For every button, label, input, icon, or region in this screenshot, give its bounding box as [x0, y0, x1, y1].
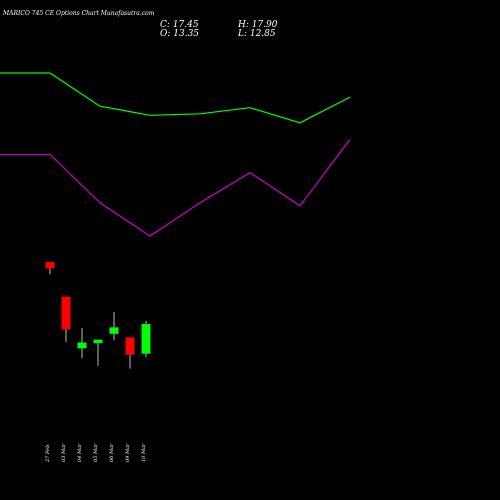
low-value: L: 12.85 [237, 29, 276, 39]
candle-body [109, 327, 119, 334]
x-axis-label: 04 Mar [77, 443, 83, 462]
candle-body [93, 339, 103, 344]
x-axis-label: 09 Mar [125, 443, 131, 462]
high-value: H: 17.90 [237, 20, 278, 30]
candle-body [77, 342, 87, 349]
x-axis-label: 10 Mar [141, 443, 147, 462]
candlesticks [45, 262, 151, 369]
open-value: O: 13.35 [160, 29, 199, 39]
candle-body [141, 324, 151, 354]
indicator-lines [0, 72, 351, 237]
indicator-line-2 [0, 139, 351, 237]
x-axis-labels: 27 Feb 03 Mar 04 Mar 05 Mar 06 Mar 09 Mar 10 M… [45, 443, 147, 463]
indicator-line-1 [0, 72, 351, 124]
candle-body [45, 262, 55, 269]
candle-body [125, 337, 135, 355]
x-axis-label: 03 Mar [61, 443, 67, 462]
close-value: C: 17.45 [160, 20, 199, 30]
chart-title: MARICO 745 CE Options Chart Munafasutra.… [2, 10, 155, 17]
x-axis-label: 05 Mar [93, 443, 99, 462]
x-axis-label: 27 Feb [45, 445, 51, 463]
candle-body [61, 296, 71, 330]
x-axis-label: 06 Mar [109, 443, 115, 462]
